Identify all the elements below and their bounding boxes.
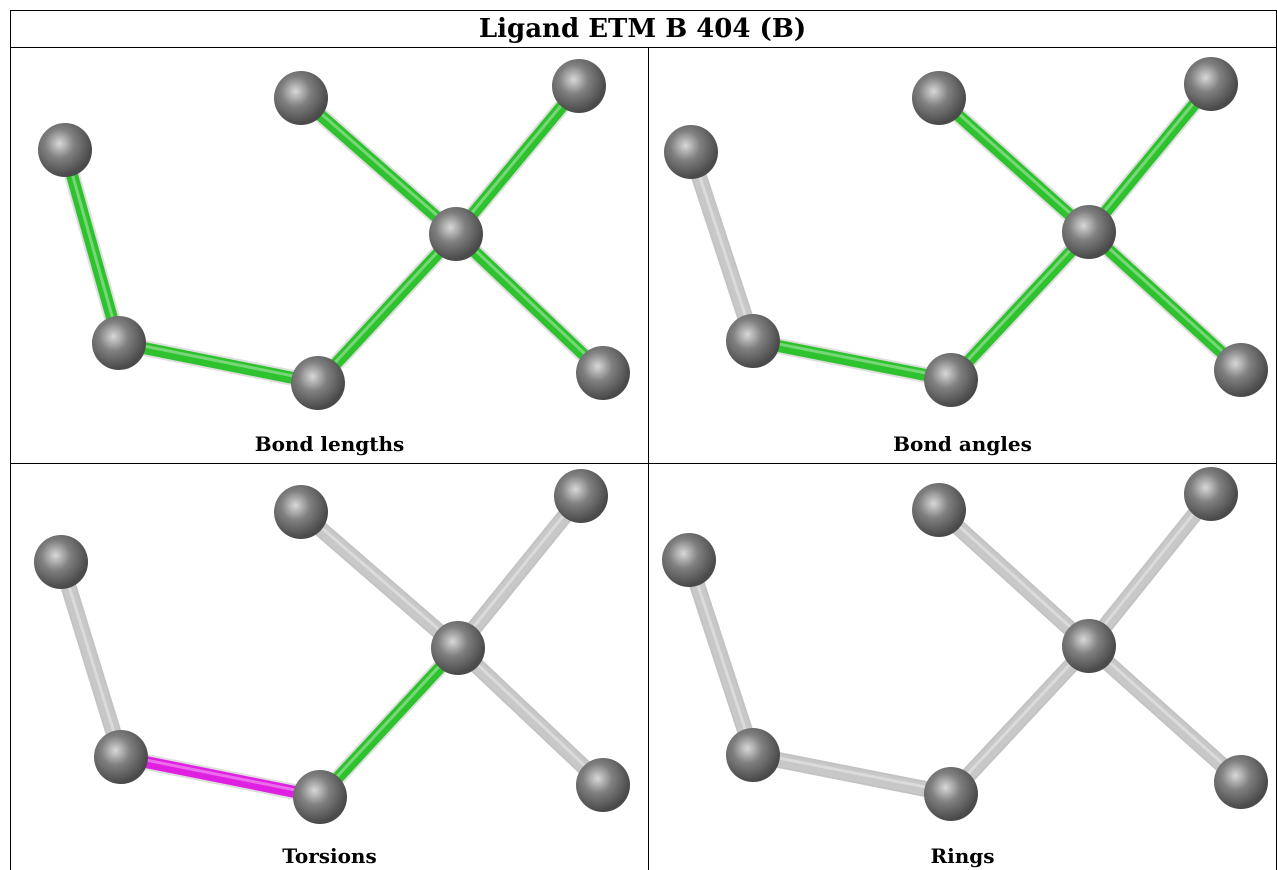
atom-sphere (726, 314, 780, 368)
atom-sphere (1062, 619, 1116, 673)
atom-sphere (924, 767, 978, 821)
bond-highlight (949, 228, 1091, 380)
figure-title: Ligand ETM B 404 (B) (478, 14, 807, 44)
atom-sphere (664, 125, 718, 179)
bond-grey (945, 640, 1095, 800)
bond-highlight (1087, 490, 1213, 646)
bond-grey (685, 146, 759, 347)
bond-highlight (687, 556, 755, 755)
column-divider (648, 47, 649, 870)
bond-green (1083, 78, 1217, 238)
border-top (10, 10, 1277, 11)
atom-sphere (431, 621, 485, 675)
bond-grey (452, 490, 587, 654)
atom-sphere (552, 59, 606, 113)
bond-highlight (1087, 80, 1213, 232)
bond-grey (683, 554, 759, 761)
bond-highlight (751, 751, 953, 794)
bond-green (747, 335, 957, 386)
bond-magenta (115, 751, 326, 803)
bond-green (945, 226, 1095, 386)
atom-sphere (1184, 57, 1238, 111)
bond-highlight (117, 339, 320, 383)
bond-highlight (1087, 642, 1243, 782)
atom-sphere (274, 485, 328, 539)
bond-grey (933, 504, 1095, 652)
bond-grey (747, 749, 957, 800)
panel-bond-lengths (38, 59, 630, 410)
bond-green (113, 337, 324, 389)
row-divider (10, 463, 1277, 464)
bond-highlight (318, 644, 460, 797)
bond-highlight (1087, 228, 1243, 370)
bond-highlight (454, 230, 605, 373)
bond-grey (295, 506, 464, 654)
caption-rings: Rings (930, 844, 995, 868)
bond-highlight (59, 558, 123, 757)
atom-sphere (1062, 205, 1116, 259)
atom-sphere (94, 730, 148, 784)
bond-green (295, 92, 462, 240)
bond-green (1083, 226, 1247, 376)
bond-highlight (299, 508, 460, 648)
panel-bond-angles (664, 57, 1268, 407)
atom-sphere (429, 207, 483, 261)
border-left (10, 10, 11, 870)
atom-sphere (92, 316, 146, 370)
bond-highlight (937, 506, 1091, 646)
atom-sphere (924, 353, 978, 407)
atom-sphere (291, 356, 345, 410)
atom-sphere (912, 71, 966, 125)
bond-grey (452, 642, 609, 791)
panel-rings (662, 467, 1268, 821)
panel-torsions (34, 469, 630, 824)
bond-highlight (689, 148, 755, 341)
title-divider (10, 47, 1277, 48)
bond-highlight (937, 94, 1091, 232)
caption-bond-angles: Bond angles (893, 432, 1032, 456)
bond-green (450, 80, 585, 240)
atom-sphere (274, 71, 328, 125)
bond-highlight (456, 492, 583, 648)
bond-highlight (316, 230, 458, 383)
bond-grey (55, 556, 127, 763)
atom-sphere (576, 346, 630, 400)
atom-sphere (576, 758, 630, 812)
bond-green (450, 228, 609, 379)
bond-highlight (299, 94, 458, 234)
bond-highlight (119, 753, 322, 797)
caption-torsions: Torsions (282, 844, 377, 868)
atom-sphere (662, 533, 716, 587)
bond-grey (1083, 640, 1247, 788)
bond-highlight (949, 642, 1091, 794)
bond-green (312, 228, 462, 389)
bond-green (314, 642, 464, 803)
bond-green (933, 92, 1095, 238)
atom-sphere (1184, 467, 1238, 521)
caption-bond-lengths: Bond lengths (254, 432, 405, 456)
atom-sphere (1214, 343, 1268, 397)
bond-grey (1083, 488, 1217, 652)
atom-sphere (34, 535, 88, 589)
bond-highlight (751, 337, 953, 380)
atom-sphere (554, 469, 608, 523)
bond-highlight (454, 82, 581, 234)
bond-highlight (456, 644, 605, 785)
atom-sphere (912, 483, 966, 537)
atom-sphere (1214, 755, 1268, 809)
bond-highlight (63, 146, 121, 343)
atom-sphere (38, 123, 92, 177)
bond-green (59, 144, 125, 349)
atom-sphere (726, 728, 780, 782)
atom-sphere (293, 770, 347, 824)
